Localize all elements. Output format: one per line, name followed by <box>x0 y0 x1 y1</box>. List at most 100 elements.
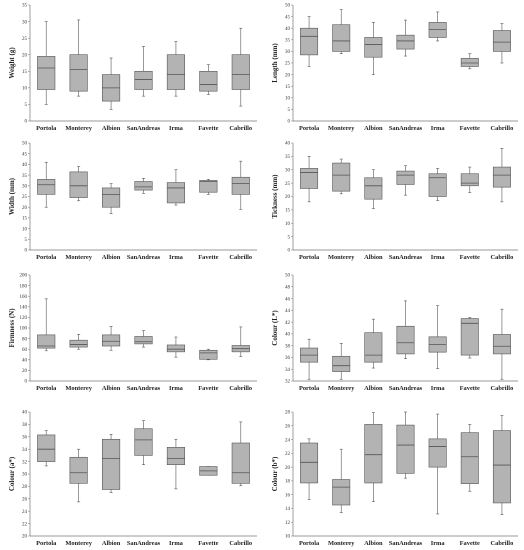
box-monterey <box>332 448 351 513</box>
box-monterey <box>69 334 88 350</box>
y-tick-label: 120 <box>20 316 28 321</box>
x-category-label: Cabrillo <box>229 540 252 547</box>
box-irma <box>166 169 185 206</box>
box-favette <box>460 424 479 492</box>
box-portola <box>300 438 319 500</box>
y-tick-label: 10 <box>285 535 291 540</box>
x-category-label: Monterey <box>328 385 355 392</box>
y-axis-label: Colour (b*) <box>271 456 279 491</box>
x-category-label: Favette <box>198 385 218 392</box>
box-albion <box>364 22 383 75</box>
box-favette <box>199 466 218 476</box>
x-category-label: Monterey <box>65 125 92 132</box>
box-irma <box>428 168 447 201</box>
y-tick-label: 24 <box>22 510 28 515</box>
y-tick-label: 50 <box>22 142 28 147</box>
iqr-box <box>231 54 250 90</box>
x-category-label: Cabrillo <box>229 125 252 132</box>
box-irma <box>428 305 447 369</box>
y-tick-label: 40 <box>22 359 28 364</box>
x-category-label: Monterey <box>328 540 355 547</box>
y-axis-label: Width (mm) <box>8 177 16 215</box>
y-tick-label: 45 <box>285 15 291 20</box>
iqr-box <box>231 442 250 484</box>
y-tick-label: 36 <box>285 356 291 361</box>
iqr-box <box>199 180 218 193</box>
iqr-box <box>428 173 447 197</box>
x-category-label: Albion <box>364 125 383 132</box>
y-tick-label: 34 <box>22 448 28 453</box>
y-tick-label: 0 <box>25 120 28 125</box>
iqr-box <box>460 173 479 187</box>
iqr-box <box>231 176 250 195</box>
iqr-box <box>199 70 218 92</box>
iqr-box <box>460 432 479 484</box>
iqr-box <box>396 34 415 50</box>
box-monterey <box>69 19 88 97</box>
y-tick-label: 22 <box>22 522 28 527</box>
y-tick-label: 35 <box>22 174 28 179</box>
box-favette <box>199 64 218 95</box>
box-cabrillo <box>231 421 250 487</box>
box-albion <box>364 318 383 369</box>
y-tick-label: 18 <box>285 480 291 485</box>
y-tick-label: 60 <box>22 348 28 353</box>
y-tick-label: 140 <box>20 306 28 311</box>
y-tick-label: 24 <box>285 438 291 443</box>
box-monterey <box>69 166 88 202</box>
box-portola <box>37 161 56 208</box>
x-category-label: Portola <box>299 540 320 547</box>
box-sanandreas <box>134 420 153 466</box>
iqr-box <box>69 456 88 484</box>
x-category-label: Monterey <box>65 385 92 392</box>
x-category-label: Irma <box>431 540 446 547</box>
x-category-label: Portola <box>299 385 320 392</box>
y-tick-label: 40 <box>285 142 291 147</box>
iqr-box <box>69 54 88 92</box>
x-category-label: Albion <box>364 385 383 392</box>
box-irma <box>428 11 447 42</box>
box-sanandreas <box>134 330 153 348</box>
box-portola <box>37 21 56 105</box>
iqr-box <box>37 179 56 195</box>
iqr-box <box>102 334 121 347</box>
x-category-label: Cabrillo <box>229 385 252 392</box>
panel-3: 0 5 10 15 20 25 30 35 40 45 50 Width (mm) Portola Mon… <box>8 142 257 261</box>
x-category-label: SanAndreas <box>127 385 161 392</box>
x-category-label: Favette <box>460 385 480 392</box>
box-monterey <box>332 158 351 195</box>
box-cabrillo <box>231 326 250 357</box>
y-tick-label: 15 <box>285 85 291 90</box>
x-category-label: Favette <box>198 125 218 132</box>
iqr-box <box>492 30 511 52</box>
y-tick-label: 35 <box>285 39 291 44</box>
x-category-label: Portola <box>36 254 57 261</box>
y-tick-label: 30 <box>22 473 28 478</box>
box-irma <box>166 336 185 358</box>
y-tick-label: 26 <box>22 498 28 503</box>
panel-8: 10 12 14 16 18 20 22 24 26 28 Colour (b*) Portola Mo… <box>271 411 518 547</box>
y-tick-label: 15 <box>22 217 28 222</box>
x-category-label: Portola <box>36 125 57 132</box>
y-tick-label: 36 <box>22 436 28 441</box>
box-irma <box>166 41 185 97</box>
box-portola <box>300 16 319 67</box>
iqr-box <box>364 332 383 363</box>
box-cabrillo <box>231 160 250 210</box>
iqr-box <box>166 54 185 90</box>
y-tick-label: 80 <box>22 337 28 342</box>
y-tick-label: 180 <box>20 284 28 289</box>
x-category-label: Monterey <box>328 254 355 261</box>
x-category-label: Albion <box>102 385 121 392</box>
x-category-label: SanAndreas <box>389 125 423 132</box>
box-cabrillo <box>492 148 511 203</box>
y-tick-label: 5 <box>25 103 28 108</box>
x-category-label: Cabrillo <box>491 125 514 132</box>
y-tick-label: 5 <box>288 235 291 240</box>
iqr-box <box>396 170 415 185</box>
y-tick-label: 5 <box>25 238 28 243</box>
box-cabrillo <box>492 308 511 380</box>
box-albion <box>364 412 383 502</box>
x-category-label: Portola <box>36 540 57 547</box>
